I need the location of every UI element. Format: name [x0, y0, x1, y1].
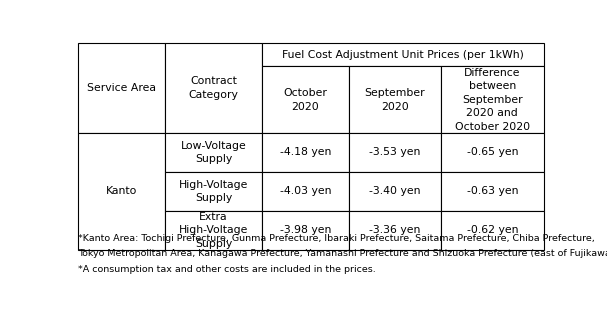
- Text: October
2020: October 2020: [283, 88, 327, 111]
- Bar: [164, 43, 262, 133]
- Bar: [349, 211, 441, 250]
- Bar: [441, 172, 544, 211]
- Bar: [262, 67, 349, 133]
- Text: -0.65 yen: -0.65 yen: [467, 147, 518, 157]
- Text: -3.40 yen: -3.40 yen: [369, 186, 421, 196]
- Text: Difference
between
September
2020 and
October 2020: Difference between September 2020 and Oc…: [455, 67, 530, 132]
- Text: Kanto: Kanto: [106, 186, 137, 196]
- Text: Tokyo Metropolitan Area, Kanagawa Prefecture, Yamanashi Prefecture and Shizuoka : Tokyo Metropolitan Area, Kanagawa Prefec…: [78, 249, 607, 258]
- Text: *A consumption tax and other costs are included in the prices.: *A consumption tax and other costs are i…: [78, 265, 376, 274]
- Bar: [441, 211, 544, 250]
- Bar: [78, 133, 164, 250]
- Text: September
2020: September 2020: [364, 88, 425, 111]
- Text: -4.03 yen: -4.03 yen: [280, 186, 331, 196]
- Bar: [164, 211, 262, 250]
- Bar: [349, 133, 441, 172]
- Bar: [441, 133, 544, 172]
- Bar: [349, 67, 441, 133]
- Text: Service Area: Service Area: [87, 83, 156, 93]
- Text: High-Voltage
Supply: High-Voltage Supply: [179, 180, 248, 203]
- Text: Fuel Cost Adjustment Unit Prices (per 1kWh): Fuel Cost Adjustment Unit Prices (per 1k…: [282, 50, 524, 60]
- Bar: [78, 43, 164, 133]
- Text: -3.98 yen: -3.98 yen: [280, 225, 331, 235]
- Text: Contract
Category: Contract Category: [189, 76, 239, 100]
- Text: Low-Voltage
Supply: Low-Voltage Supply: [181, 141, 246, 164]
- Text: -0.63 yen: -0.63 yen: [467, 186, 518, 196]
- Text: Extra
High-Voltage
Supply: Extra High-Voltage Supply: [179, 212, 248, 249]
- Bar: [164, 133, 262, 172]
- Bar: [262, 211, 349, 250]
- Bar: [441, 67, 544, 133]
- Bar: [164, 172, 262, 211]
- Text: -4.18 yen: -4.18 yen: [280, 147, 331, 157]
- Bar: [349, 172, 441, 211]
- Text: -3.53 yen: -3.53 yen: [369, 147, 421, 157]
- Bar: [262, 43, 544, 67]
- Text: -3.36 yen: -3.36 yen: [369, 225, 421, 235]
- Text: *Kanto Area: Tochigi Prefecture, Gunma Prefecture, Ibaraki Prefecture, Saitama P: *Kanto Area: Tochigi Prefecture, Gunma P…: [78, 234, 595, 243]
- Text: -0.62 yen: -0.62 yen: [467, 225, 518, 235]
- Bar: [262, 172, 349, 211]
- Bar: [262, 133, 349, 172]
